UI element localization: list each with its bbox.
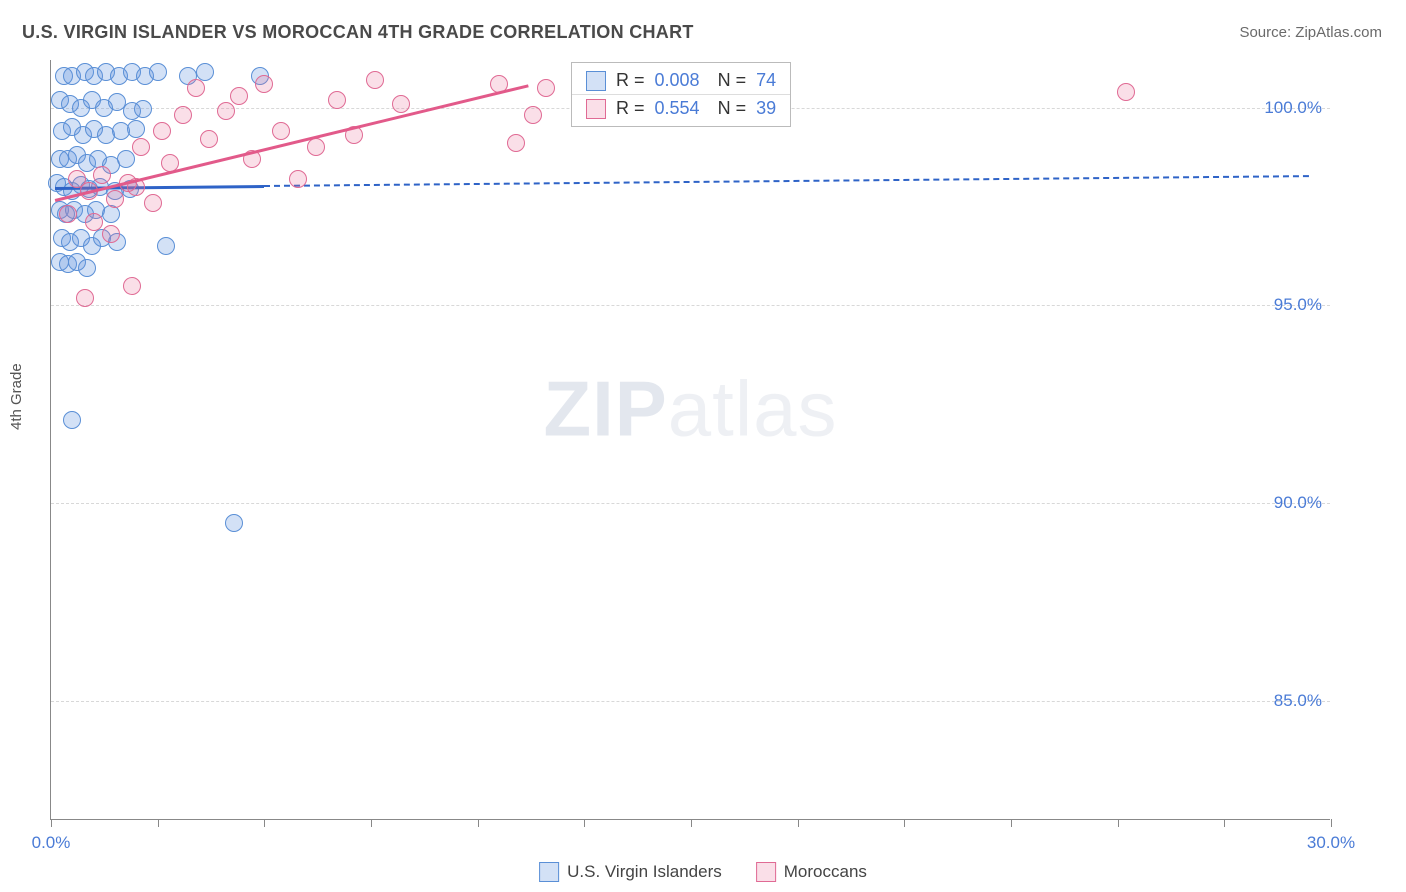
chart-title: U.S. VIRGIN ISLANDER VS MOROCCAN 4TH GRA…	[22, 22, 694, 43]
data-point	[144, 194, 162, 212]
gridline	[51, 503, 1330, 504]
y-axis-label: 4th Grade	[8, 363, 25, 430]
x-tick	[798, 819, 799, 827]
watermark-bold: ZIP	[543, 365, 667, 453]
data-point	[132, 138, 150, 156]
x-tick-label: 30.0%	[1307, 833, 1355, 853]
data-point	[59, 205, 77, 223]
x-tick	[51, 819, 52, 827]
x-tick	[264, 819, 265, 827]
data-point	[123, 277, 141, 295]
data-point	[289, 170, 307, 188]
stats-legend-row: R = 0.554 N = 39	[572, 94, 790, 122]
scatter-plot: ZIPatlas 85.0%90.0%95.0%100.0%0.0%30.0%R…	[50, 60, 1330, 820]
n-label: N =	[718, 70, 747, 91]
data-point	[117, 150, 135, 168]
data-point	[1117, 83, 1135, 101]
data-point	[272, 122, 290, 140]
data-point	[127, 120, 145, 138]
trend-line-dashed	[264, 175, 1309, 187]
legend-swatch	[586, 71, 606, 91]
data-point	[366, 71, 384, 89]
r-value: 0.554	[655, 98, 700, 119]
data-point	[255, 75, 273, 93]
stats-legend-row: R = 0.008 N = 74	[572, 67, 790, 94]
data-point	[157, 237, 175, 255]
data-point	[187, 79, 205, 97]
data-point	[328, 91, 346, 109]
n-value: 74	[756, 70, 776, 91]
data-point	[106, 190, 124, 208]
x-tick	[478, 819, 479, 827]
y-tick-label: 85.0%	[1274, 691, 1322, 711]
legend-swatch	[756, 862, 776, 882]
data-point	[217, 102, 235, 120]
legend-swatch	[586, 99, 606, 119]
legend-label: Moroccans	[784, 862, 867, 882]
x-tick	[584, 819, 585, 827]
data-point	[307, 138, 325, 156]
x-tick	[1118, 819, 1119, 827]
watermark-light: atlas	[668, 365, 838, 453]
data-point	[230, 87, 248, 105]
y-tick-label: 95.0%	[1274, 295, 1322, 315]
legend-item: Moroccans	[756, 862, 867, 882]
data-point	[200, 130, 218, 148]
source-label: Source: ZipAtlas.com	[1239, 24, 1382, 41]
y-tick-label: 90.0%	[1274, 493, 1322, 513]
x-tick	[1011, 819, 1012, 827]
data-point	[524, 106, 542, 124]
gridline	[51, 701, 1330, 702]
n-label: N =	[718, 98, 747, 119]
data-point	[102, 225, 120, 243]
bottom-legend: U.S. Virgin Islanders Moroccans	[539, 862, 867, 882]
x-tick	[1331, 819, 1332, 827]
y-tick-label: 100.0%	[1264, 98, 1322, 118]
data-point	[63, 411, 81, 429]
x-tick	[904, 819, 905, 827]
data-point	[225, 514, 243, 532]
legend-item: U.S. Virgin Islanders	[539, 862, 722, 882]
r-label: R =	[616, 70, 645, 91]
stats-legend: R = 0.008 N = 74 R = 0.554 N = 39	[571, 62, 791, 127]
x-tick	[158, 819, 159, 827]
n-value: 39	[756, 98, 776, 119]
data-point	[392, 95, 410, 113]
r-label: R =	[616, 98, 645, 119]
x-tick	[371, 819, 372, 827]
data-point	[507, 134, 525, 152]
data-point	[76, 289, 94, 307]
data-point	[102, 205, 120, 223]
x-tick-label: 0.0%	[32, 833, 71, 853]
data-point	[149, 63, 167, 81]
data-point	[174, 106, 192, 124]
watermark: ZIPatlas	[543, 364, 837, 455]
data-point	[93, 166, 111, 184]
data-point	[153, 122, 171, 140]
data-point	[78, 259, 96, 277]
r-value: 0.008	[655, 70, 700, 91]
x-tick	[1224, 819, 1225, 827]
legend-swatch	[539, 862, 559, 882]
data-point	[537, 79, 555, 97]
x-tick	[691, 819, 692, 827]
data-point	[134, 100, 152, 118]
gridline	[51, 305, 1330, 306]
data-point	[85, 213, 103, 231]
legend-label: U.S. Virgin Islanders	[567, 862, 722, 882]
